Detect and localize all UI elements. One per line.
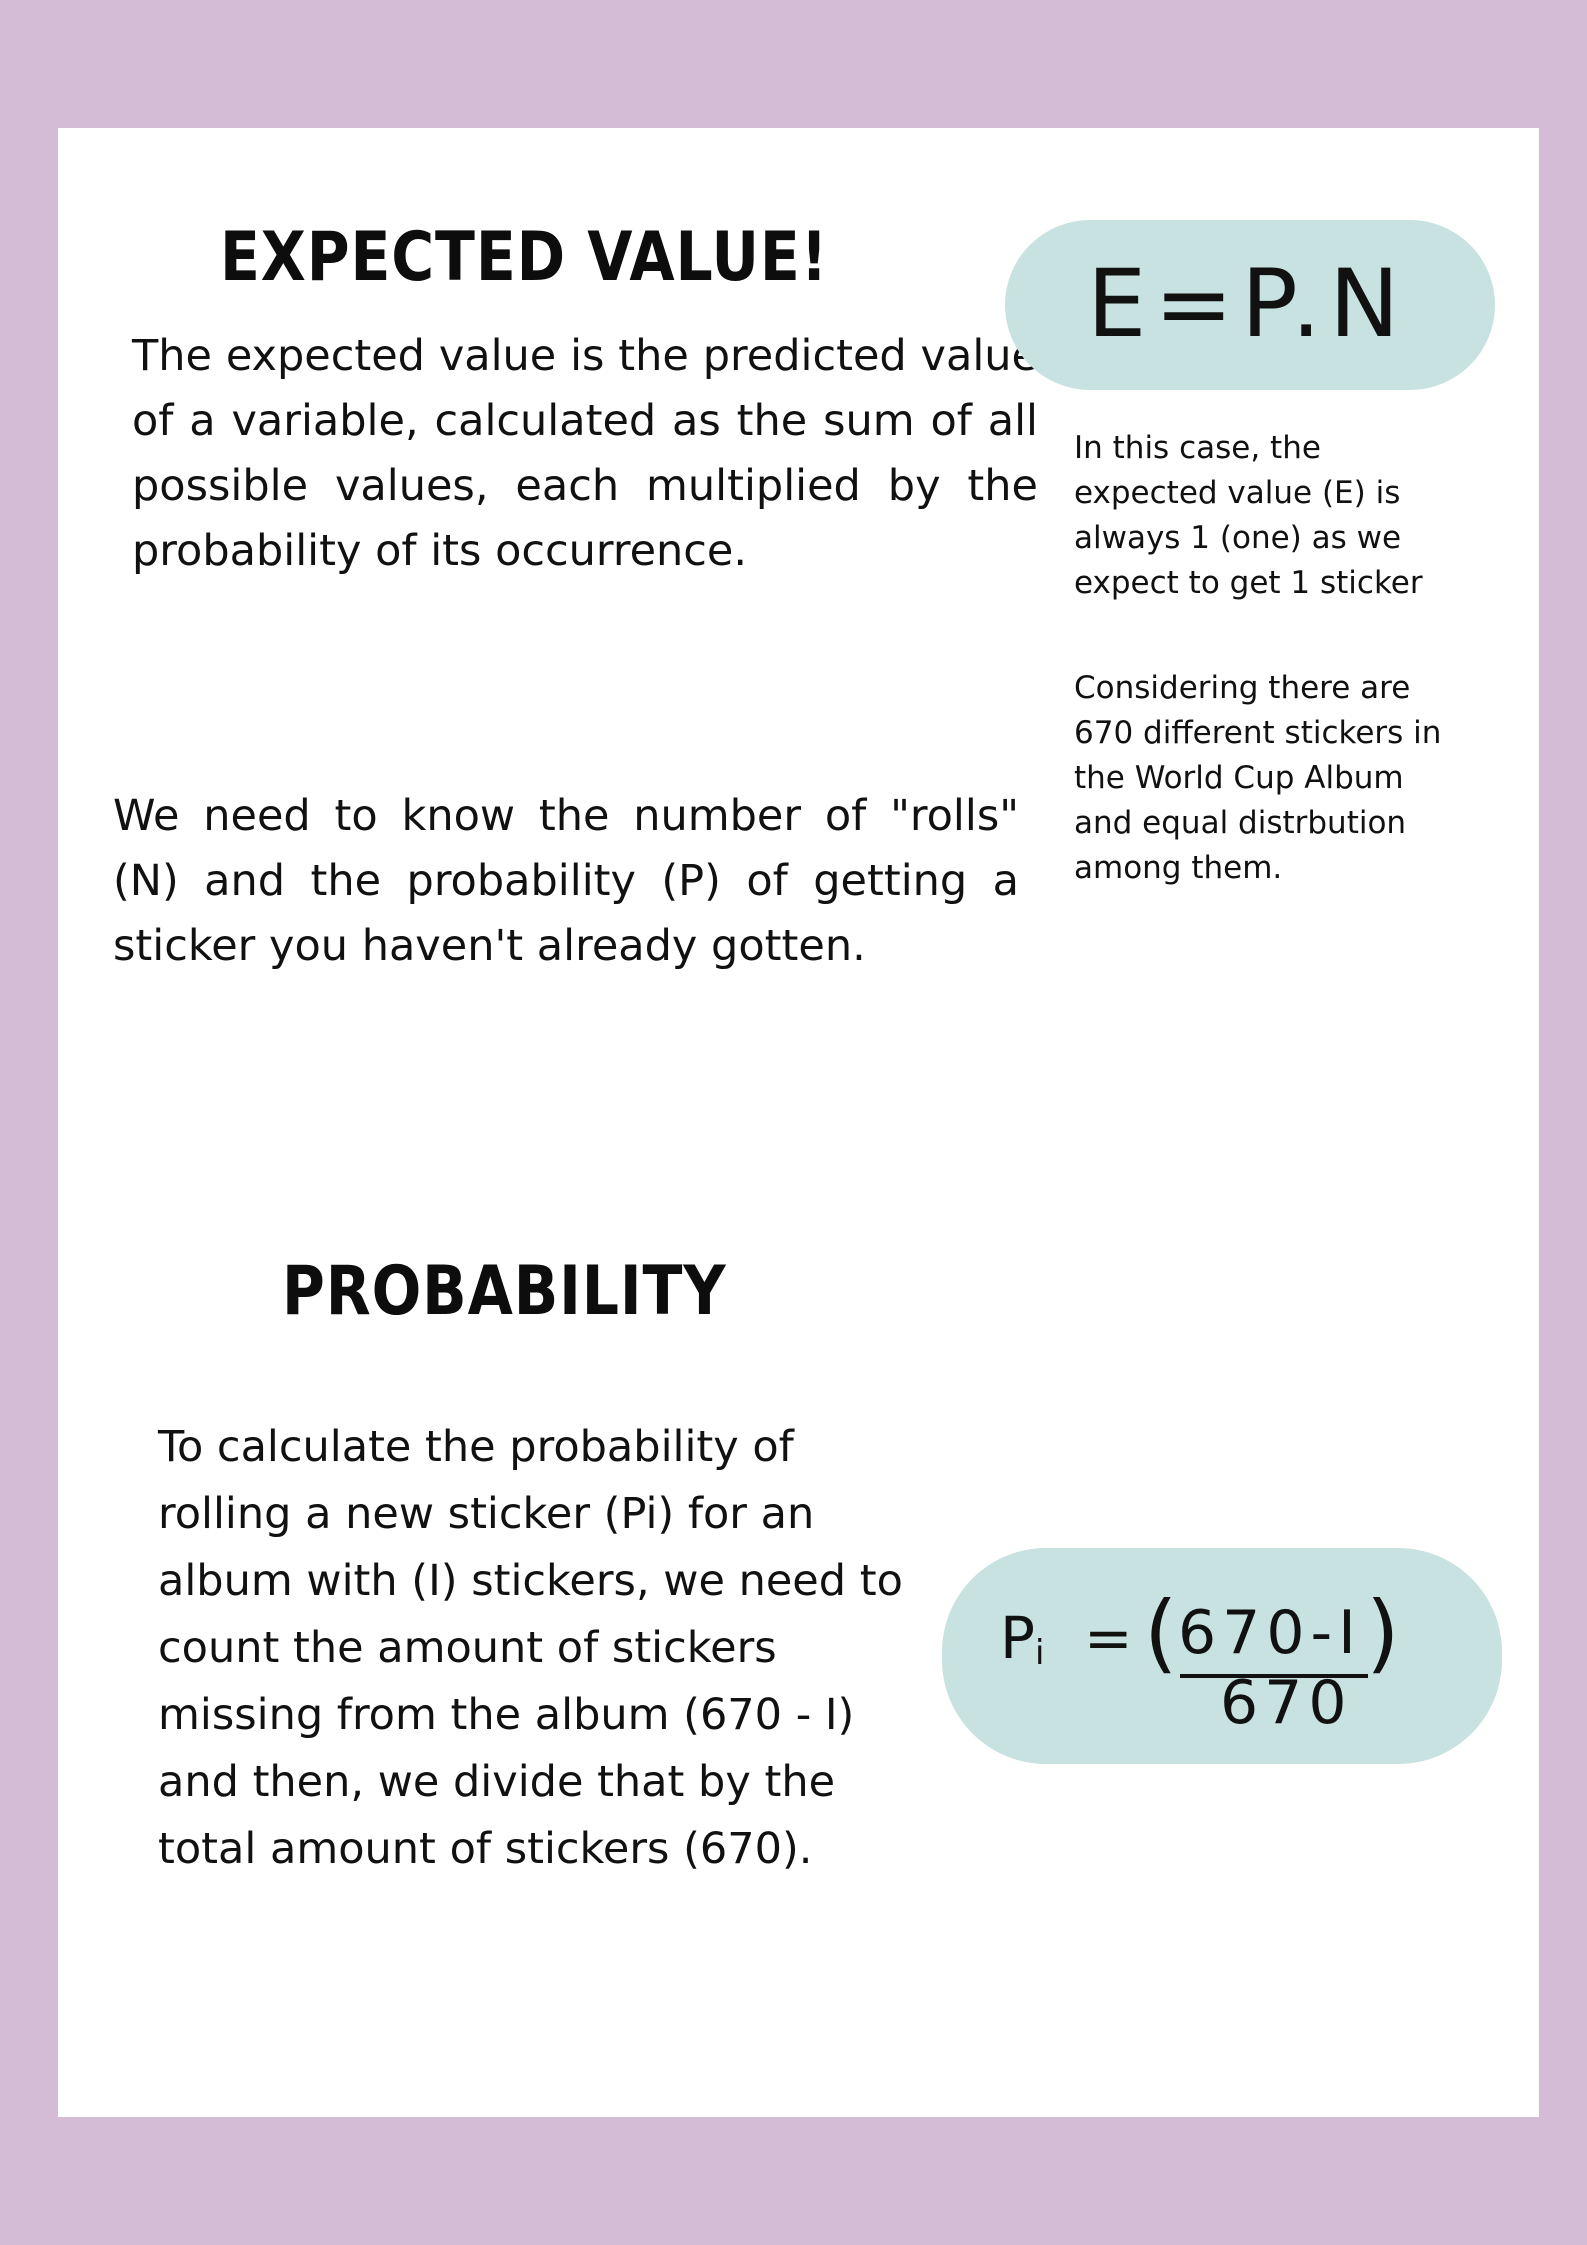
probability-formula-fraction-bar (1180, 1674, 1368, 1678)
expected-value-heading: EXPECTED VALUE! (220, 218, 829, 297)
expected-value-requirements: We need to know the number of "rolls" (N… (113, 791, 1019, 971)
probability-formula-open-paren: ( (1144, 1583, 1178, 1683)
probability-formula-equals: = (1084, 1604, 1133, 1672)
probability-formula-subscript: i (1034, 1633, 1045, 1673)
probability-heading: PROBABILITY (282, 1252, 727, 1331)
probability-formula-close-paren: ) (1366, 1583, 1400, 1683)
probability-formula-denominator: 670 (1220, 1668, 1353, 1738)
sticker-distribution-note: Considering there are 670 different stic… (1074, 670, 1442, 886)
probability-formula-lhs: Pi (1000, 1604, 1045, 1673)
content-sheet: EXPECTED VALUE! The expected value is th… (58, 128, 1539, 2117)
probability-formula-box: Pi = ( 670-I ) 670 (942, 1548, 1502, 1764)
expected-value-formula: E=P.N (1087, 250, 1408, 359)
expected-value-note: In this case, the expected value (E) is … (1074, 430, 1423, 601)
probability-formula-numerator: 670-I (1178, 1598, 1362, 1668)
expected-value-formula-box: E=P.N (1005, 220, 1495, 390)
expected-value-definition: The expected value is the predicted valu… (132, 331, 1038, 576)
probability-explanation: To calculate the probability of rolling … (158, 1422, 903, 1874)
